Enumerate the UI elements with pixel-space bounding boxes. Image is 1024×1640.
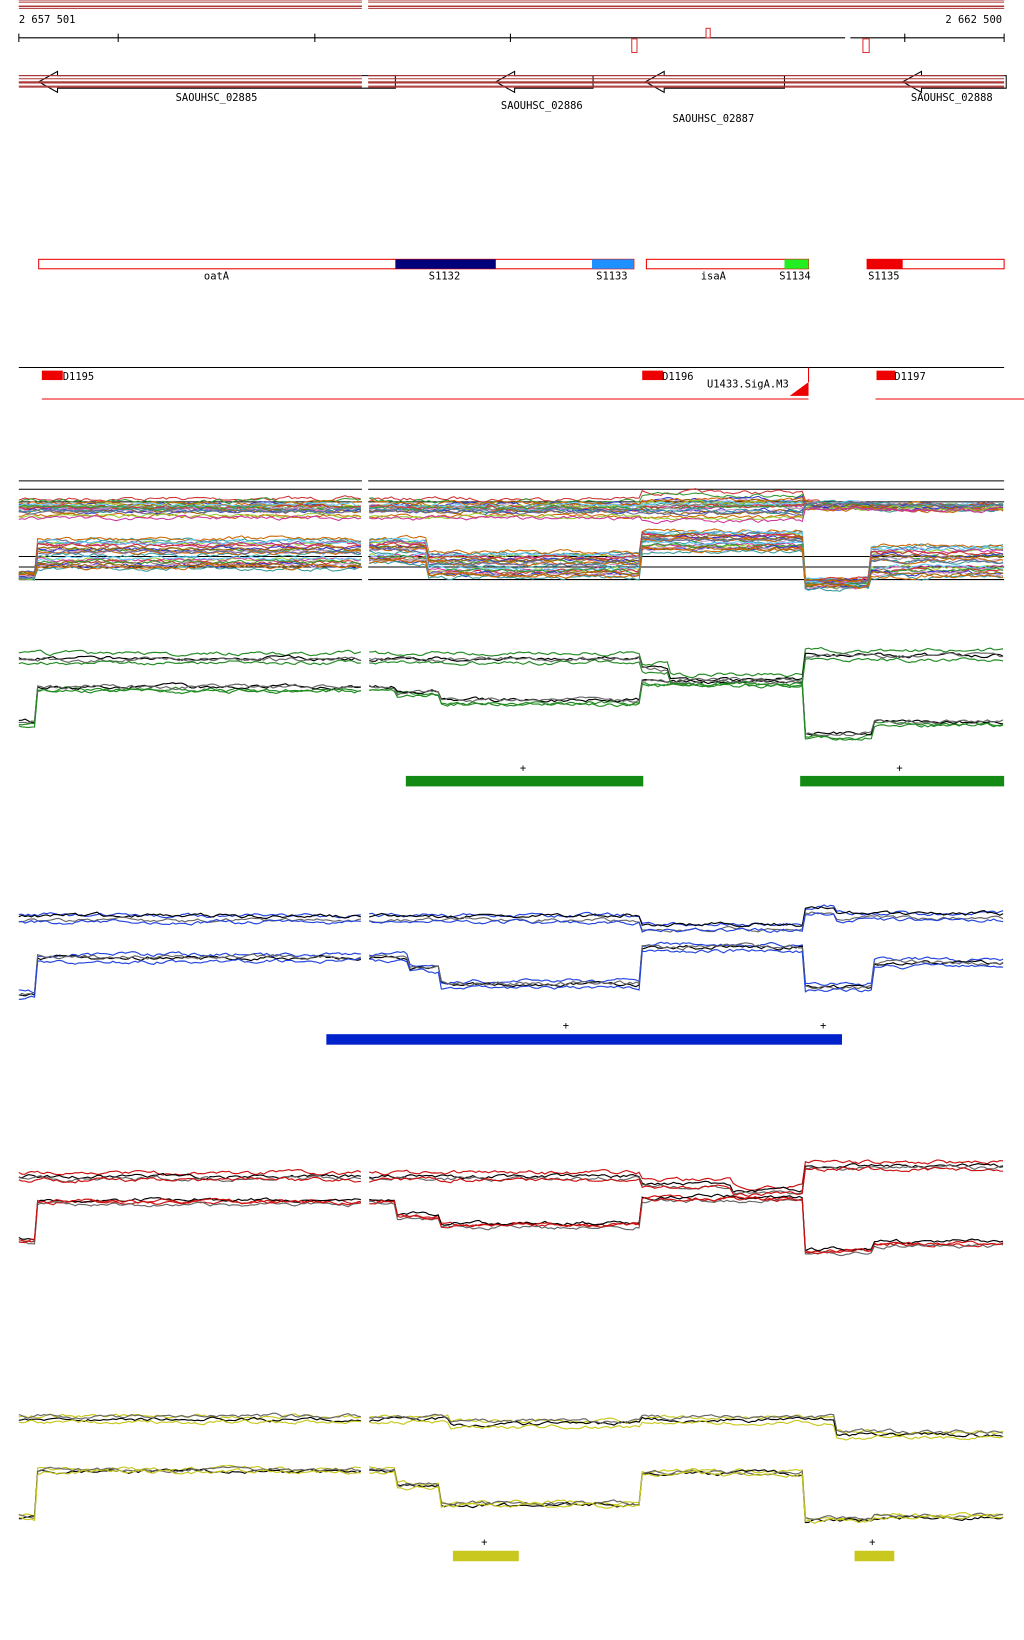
- signal-line: [18, 1166, 1004, 1197]
- signal-line: [18, 540, 1004, 587]
- signal-line: [18, 682, 1004, 741]
- signal-line: [18, 1464, 1004, 1522]
- region-marker: +: [869, 1536, 875, 1548]
- segments: [38, 258, 1005, 270]
- signal-line: [18, 657, 1004, 688]
- segment-label: S1132: [429, 270, 460, 282]
- signal-line: [18, 678, 1004, 736]
- segment-label: S1133: [596, 270, 627, 282]
- gene-label: SAOUHSC_02888: [911, 92, 993, 104]
- signal-line: [18, 652, 1004, 684]
- ruler-marker: [862, 38, 870, 54]
- signal-line: [18, 545, 1004, 590]
- signal-line: [18, 532, 1004, 583]
- region-marker: +: [520, 763, 526, 775]
- segment-box: [645, 258, 810, 270]
- segment-fill: [784, 259, 809, 269]
- signal-line: [18, 542, 1004, 588]
- feature-box: [642, 370, 664, 381]
- region-bar: [800, 775, 1005, 787]
- region-bar: [452, 1550, 519, 1562]
- region-marker: +: [896, 763, 902, 775]
- signal-line: [18, 1466, 1004, 1521]
- signal-line: [18, 501, 1004, 517]
- ruler-end: 2 662 500: [945, 14, 1002, 26]
- ruler-marker: [705, 27, 711, 39]
- signal-line: [18, 1195, 1004, 1254]
- gene-label: SAOUHSC_02885: [176, 92, 258, 104]
- signal-line: [18, 912, 1004, 934]
- ruler-start: 2 657 501: [19, 14, 76, 26]
- region-bar: [854, 1550, 895, 1562]
- features: [18, 366, 1024, 400]
- ruler-ticks: [18, 33, 1005, 42]
- signal-line: [18, 536, 1004, 585]
- gene-label: SAOUHSC_02886: [501, 100, 583, 112]
- feature-label: D1197: [894, 371, 925, 383]
- signal-line: [18, 948, 1004, 1001]
- signal-line: [18, 1159, 1004, 1191]
- signal-line: [18, 1468, 1004, 1524]
- segment-label: isaA: [701, 270, 727, 282]
- ruler: 2 657 501 2 662 500: [18, 14, 1005, 54]
- signal-line: [18, 1412, 1004, 1436]
- signal-line: [18, 678, 1004, 737]
- gene-label: SAOUHSC_02887: [672, 113, 754, 125]
- signal-line: [18, 942, 1004, 996]
- segment-box: [38, 258, 635, 270]
- signal-line: [18, 1163, 1004, 1193]
- signal-line: [18, 1419, 1004, 1441]
- signal-line: [18, 904, 1004, 927]
- segment-fill: [592, 259, 634, 269]
- region-marker: +: [563, 1020, 569, 1032]
- signal-line: [18, 1413, 1004, 1436]
- region-marker: +: [481, 1536, 487, 1548]
- segment-label: S1134: [779, 270, 810, 282]
- feature-triangle: [789, 382, 809, 396]
- feature-label: D1195: [63, 371, 94, 383]
- segment-fill: [867, 259, 903, 269]
- feature-box: [41, 370, 63, 381]
- segment-label: S1135: [868, 270, 899, 282]
- signal-line: [18, 547, 1004, 589]
- signal-line: [18, 1193, 1004, 1252]
- feature-label: D1196: [662, 371, 693, 383]
- signal-line: [18, 506, 1004, 525]
- signal-line: [18, 646, 1004, 679]
- feature-box: [876, 370, 896, 381]
- region-bar: [326, 1034, 843, 1045]
- segment-fill: [395, 259, 496, 269]
- signal-line: [18, 1164, 1004, 1195]
- ruler-marker: [631, 38, 638, 54]
- signal-line: [18, 906, 1004, 928]
- signal-line: [18, 652, 1004, 684]
- feature-label: U1433.SigA.M3: [707, 378, 789, 390]
- signal-line: [18, 1416, 1004, 1438]
- region-bar: [405, 775, 644, 787]
- signal-tracks: [18, 0, 1005, 1524]
- signal-line: [18, 1468, 1004, 1524]
- signal-line: [18, 529, 1004, 582]
- signal-line: [18, 1198, 1004, 1257]
- region-marker: +: [820, 1020, 826, 1032]
- signal-line: [18, 681, 1004, 741]
- segment-label: oatA: [204, 270, 230, 282]
